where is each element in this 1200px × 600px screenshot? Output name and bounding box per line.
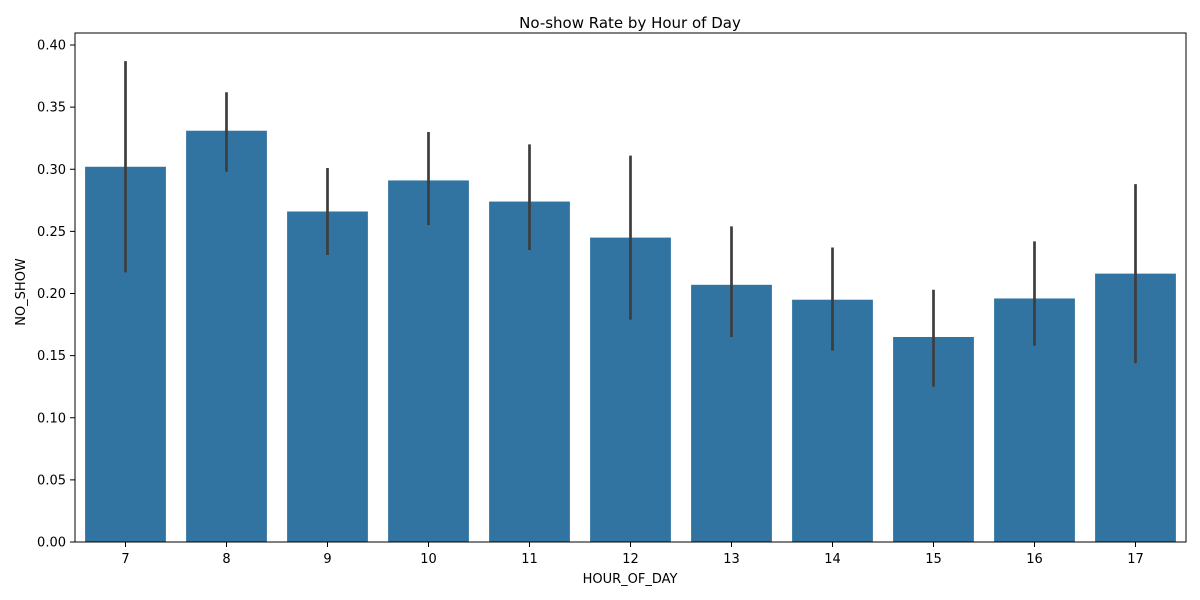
x-axis: 7 8 9 10 11 12 13 14 15 16 17	[121, 542, 1144, 567]
x-tick-label: 13	[723, 552, 740, 567]
error-bars-layer	[124, 61, 1137, 387]
bar-8	[186, 130, 267, 543]
x-tick-label: 7	[121, 552, 129, 567]
y-tick-label: 0.20	[37, 287, 66, 302]
bar-9	[287, 211, 368, 542]
x-tick-label: 11	[521, 552, 538, 567]
y-tick-label: 0.00	[37, 536, 66, 551]
y-tick-label: 0.15	[37, 349, 66, 364]
x-tick-label: 17	[1127, 552, 1144, 567]
x-tick-label: 16	[1026, 552, 1043, 567]
y-tick-label: 0.10	[37, 411, 66, 426]
x-tick-label: 15	[925, 552, 942, 567]
x-tick-label: 10	[420, 552, 437, 567]
bar-11	[489, 201, 570, 542]
y-axis-title: NO_SHOW	[14, 258, 29, 326]
x-tick-label: 12	[622, 552, 639, 567]
y-tick-label: 0.30	[37, 163, 66, 178]
y-tick-label: 0.35	[37, 101, 66, 116]
x-axis-title: HOUR_OF_DAY	[583, 572, 678, 587]
bar-10	[388, 180, 469, 542]
plot-frame	[74, 32, 1187, 543]
chart-title: No-show Rate by Hour of Day	[519, 14, 741, 32]
x-tick-label: 8	[222, 552, 230, 567]
y-tick-label: 0.05	[37, 473, 66, 488]
y-tick-label: 0.40	[37, 39, 66, 54]
y-tick-label: 0.25	[37, 225, 66, 240]
y-axis: 0.00 0.05 0.10 0.15 0.20 0.25 0.30 0.35 0.40	[37, 39, 75, 551]
x-tick-label: 14	[824, 552, 841, 567]
x-tick-label: 9	[323, 552, 331, 567]
bars-layer	[85, 130, 1176, 543]
